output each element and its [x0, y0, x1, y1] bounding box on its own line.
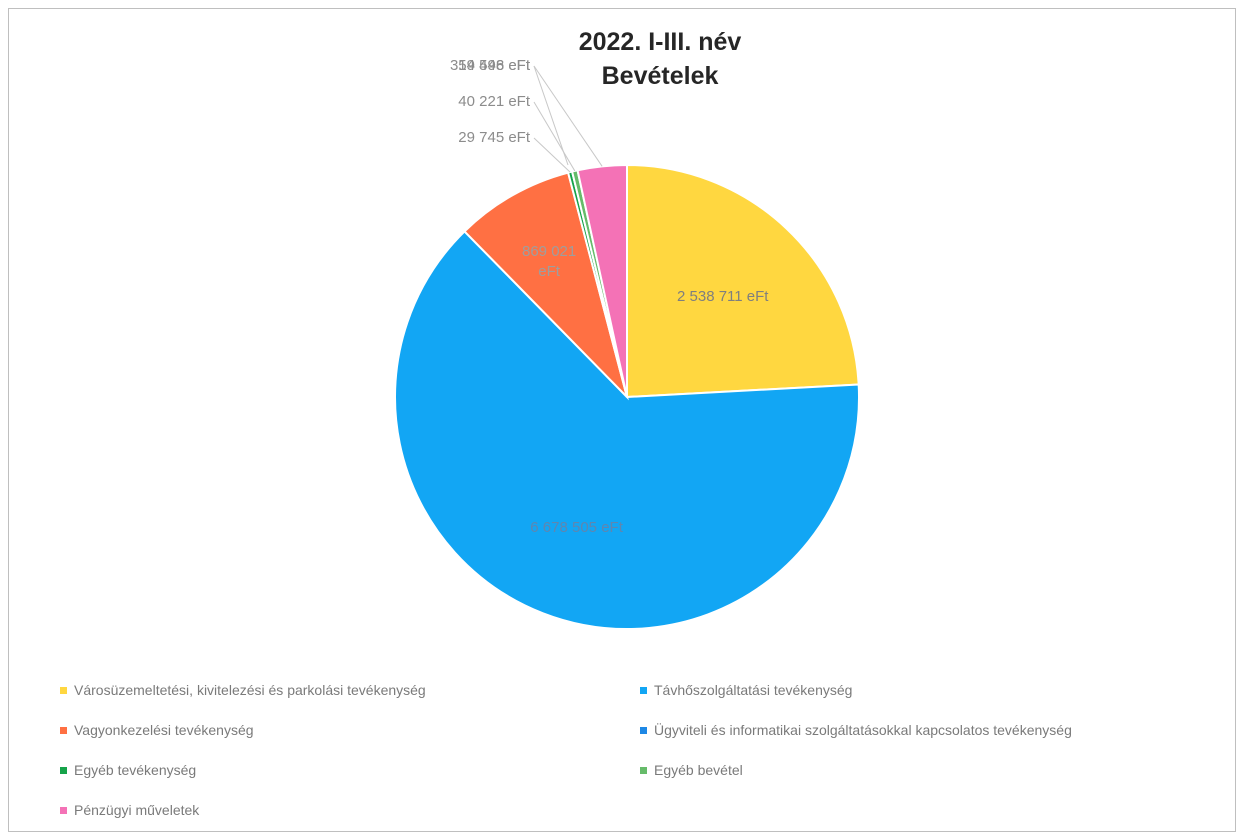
data-label-egyeb-tevekenyseg: 29 745 eFt — [458, 129, 531, 146]
legend-label: Egyéb tevékenység — [74, 762, 197, 778]
data-label-egyeb-bevetel: 40 221 eFt — [458, 93, 531, 110]
chart-title-line-2: Bevételek — [602, 62, 719, 90]
data-label-tavhoszolgaltatasi-tevekenyseg: 6 678 505 eFt — [530, 519, 623, 536]
legend-swatch — [60, 766, 67, 774]
leader-line-penzugyi-muveletek — [533, 65, 603, 167]
legend-label: Ügyviteli és informatikai szolgáltatások… — [654, 722, 1072, 738]
legend-swatch — [60, 806, 67, 814]
legend-label: Vagyonkezelési tevékenység — [74, 722, 254, 738]
legend-item-ugyviteli-es-informatikai-szolgaltatasok: Ügyviteli és informatikai szolgáltatások… — [640, 722, 1072, 738]
pie-slices — [394, 163, 860, 630]
pie-slice-vagyonkezelesi-tevekenyseg — [463, 171, 629, 401]
data-label-vagyonkezelesi-tevekenyseg: 869 021 eFt — [522, 243, 576, 280]
pie-slice-penzugyi-muveletek — [576, 163, 628, 398]
legend-item-tavhoszolgaltatasi-tevekenyseg: Távhőszolgáltatási tevékenység — [640, 682, 852, 698]
legend-swatch — [60, 726, 67, 734]
legend-item-vagyonkezelesi-tevekenyseg: Vagyonkezelési tevékenység — [60, 722, 254, 738]
legend-label: Távhőszolgáltatási tevékenység — [654, 682, 853, 698]
legend-item-egyeb-tevekenyseg: Egyéb tevékenység — [60, 762, 196, 778]
data-label-penzugyi-muveletek: 359 498 eFt — [450, 57, 531, 74]
leader-line-egyeb-bevetel — [533, 101, 576, 172]
legend-item-penzugyi-muveletek: Pénzügyi műveletek — [60, 802, 199, 818]
legend-label: Városüzemeltetési, kivitelezési és parko… — [74, 682, 426, 698]
leader-lines — [533, 65, 603, 173]
legend-swatch — [60, 686, 67, 694]
data-labels: 2 538 711 eFt 6 678 505 eFt 869 021 eFt 29 7… — [450, 57, 769, 536]
legend-swatch — [640, 766, 647, 774]
data-label-varosuzemeltetesi-kivitelezesi-es-parkol: 2 538 711 eFt — [677, 288, 769, 305]
legend-item-varosuzemeltetesi-kivitelezesi-es-parkol: Városüzemeltetési, kivitelezési és parko… — [60, 682, 426, 698]
leader-line-extra-0 — [533, 65, 569, 166]
chart-title-line-1: 2022. I-III. név — [579, 28, 742, 56]
legend-label: Pénzügyi műveletek — [74, 802, 200, 818]
legend-item-egyeb-bevetel: Egyéb bevétel — [640, 762, 743, 778]
legend-label: Egyéb bevétel — [654, 762, 743, 778]
data-label-extra-0: 14 546 eFt — [458, 57, 531, 74]
leader-line-egyeb-tevekenyseg — [533, 137, 571, 173]
legend-swatch — [640, 686, 647, 694]
legend-swatch — [640, 726, 647, 734]
pie-slice-varosuzemeltetesi-kivitelezesi-es-parkol — [626, 163, 860, 399]
pie-slice-tavhoszolgaltatasi-tevekenyseg — [394, 229, 860, 630]
